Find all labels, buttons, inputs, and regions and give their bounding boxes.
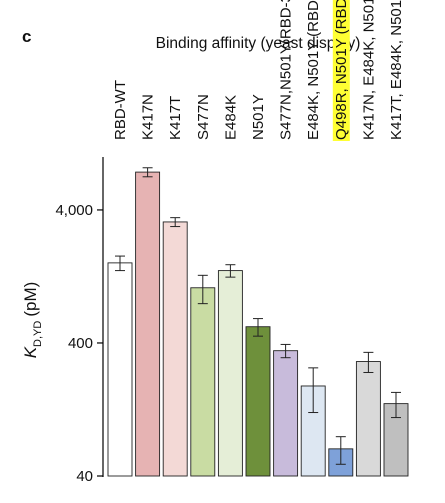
- bar: [107, 262, 133, 477]
- y-label-main: K: [21, 346, 40, 358]
- x-label-group: N501Y: [250, 94, 267, 140]
- x-tick-label: E484K: [222, 95, 239, 140]
- x-tick-label: Q498R, N501Y (RBD-48): [333, 0, 350, 140]
- y-label-sub: D,YD: [32, 321, 44, 347]
- x-tick-label: S477N,N501Y(RBD-32): [278, 0, 295, 140]
- x-label-group: S477N,N501Y(RBD-32): [278, 0, 295, 140]
- chart-title: Binding affinity (yeast display): [156, 35, 361, 52]
- x-label-group: S477N: [195, 94, 212, 140]
- x-tick-label: N501Y: [250, 94, 267, 140]
- label-highlight: [332, 0, 350, 141]
- bar: [190, 287, 216, 477]
- x-label-group: E484K, N501Y (RBD-33): [305, 0, 322, 140]
- x-tick-label: S477N: [195, 94, 212, 140]
- x-tick-label: RBD-WT: [112, 80, 129, 140]
- x-tick-label: K417T: [167, 96, 184, 140]
- x-label-group: K417N: [140, 94, 157, 140]
- x-tick-label: E484K, N501Y (RBD-33): [305, 0, 322, 140]
- x-label-group: K417N, E484K, N501Y (B1.351): [360, 0, 377, 140]
- x-label-group: K417T, E484K, N501Y (P.1): [388, 0, 405, 140]
- y-axis-label: KD,YD (pM): [21, 282, 44, 359]
- bar: [245, 326, 271, 477]
- x-tick-label: K417N, E484K, N501Y (B1.351): [360, 0, 377, 140]
- x-label-group: Q498R, N501Y (RBD-48): [332, 0, 350, 141]
- y-tick-label: 40: [76, 468, 93, 485]
- y-tick-label: 4,000: [55, 202, 93, 219]
- bar: [162, 221, 188, 477]
- x-tick-label: K417T, E484K, N501Y (P.1): [388, 0, 405, 140]
- bar: [135, 171, 161, 477]
- bar: [355, 361, 381, 477]
- x-label-group: RBD-WT: [112, 80, 129, 140]
- bar: [217, 270, 243, 477]
- x-label-group: K417T: [167, 96, 184, 140]
- panel-label: c: [22, 27, 31, 46]
- y-tick-label: 400: [68, 335, 93, 352]
- x-tick-label: K417N: [140, 94, 157, 140]
- x-label-group: E484K: [222, 95, 239, 140]
- y-label-unit: (pM): [21, 282, 40, 317]
- bar: [273, 350, 299, 477]
